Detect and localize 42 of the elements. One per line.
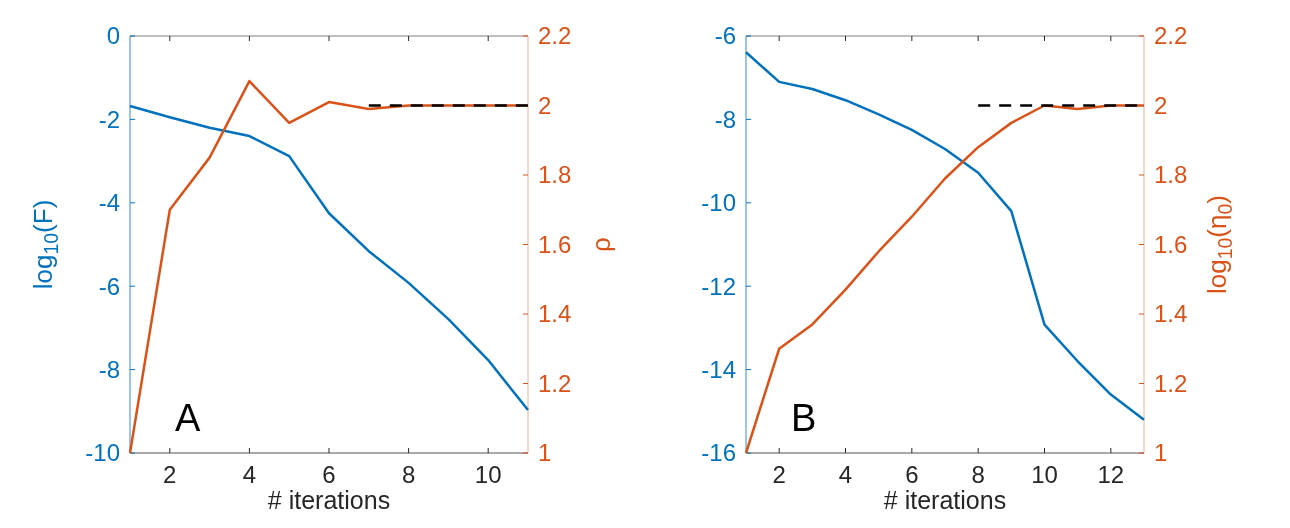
y2-tick-label: 1.8 — [1154, 161, 1188, 189]
y-tick-label: -2 — [98, 105, 120, 133]
y-tick-label: -10 — [701, 189, 736, 217]
x-tick-label: 10 — [1031, 461, 1058, 488]
y-tick-label: -16 — [701, 439, 736, 467]
y2-tick-label: 1.4 — [538, 300, 572, 328]
annotation: B — [791, 397, 817, 439]
y2-tick-label: 1.4 — [1154, 300, 1188, 328]
y2-tick-label: 2.2 — [1154, 22, 1188, 50]
y-tick-label: -6 — [98, 272, 120, 300]
y2-tick-label: 1 — [1154, 439, 1168, 467]
y-tick-label: -14 — [701, 356, 736, 383]
y-tick-label: -6 — [714, 22, 736, 50]
x-tick-label: 6 — [905, 461, 919, 488]
y2-tick-label: 1.8 — [538, 161, 572, 189]
x-tick-label: 4 — [242, 461, 257, 488]
y2-tick-label: 1.6 — [1154, 230, 1188, 258]
y2-axis-title: ρ — [586, 237, 616, 252]
y-tick-label: -10 — [85, 439, 120, 467]
y2-tick-label: 1.6 — [538, 230, 572, 258]
x-axis-title: # iterations — [267, 486, 391, 514]
x-tick-label: 8 — [401, 461, 416, 488]
y-tick-label: -4 — [98, 189, 120, 217]
x-tick-label: 2 — [772, 461, 786, 488]
y2-tick-label: 2 — [1154, 91, 1168, 119]
y2-tick-label: 1 — [538, 439, 552, 467]
x-tick-label: 2 — [163, 461, 177, 488]
y-tick-label: -8 — [714, 105, 736, 133]
y2-tick-label: 1.2 — [538, 369, 572, 397]
x-tick-label: 8 — [971, 461, 985, 488]
x-axis-title: # iterations — [883, 486, 1007, 514]
annotation: A — [175, 397, 201, 439]
y-tick-label: -12 — [701, 272, 736, 300]
y2-tick-label: 2 — [538, 91, 552, 119]
y-tick-label: -8 — [98, 356, 120, 383]
x-tick-label: 10 — [474, 461, 502, 488]
y2-tick-label: 1.2 — [1154, 369, 1188, 397]
y-tick-label: 0 — [106, 22, 120, 50]
x-tick-label: 6 — [322, 461, 336, 488]
x-tick-label: 12 — [1097, 461, 1125, 488]
y2-tick-label: 2.2 — [538, 22, 572, 50]
x-tick-label: 4 — [838, 461, 853, 488]
